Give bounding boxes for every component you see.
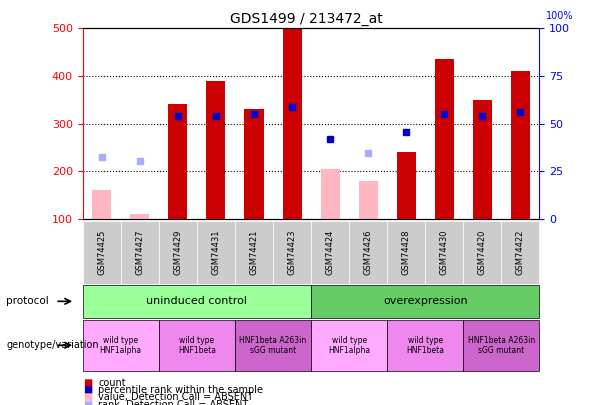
Bar xyxy=(473,100,492,219)
Bar xyxy=(207,81,226,219)
Text: ■: ■ xyxy=(83,378,92,388)
Bar xyxy=(169,104,188,219)
Bar xyxy=(321,169,340,219)
Bar xyxy=(93,190,112,219)
Bar xyxy=(245,109,264,219)
Text: 100%: 100% xyxy=(546,11,574,21)
Text: wild type
HNF1alpha: wild type HNF1alpha xyxy=(328,336,370,355)
Text: ■: ■ xyxy=(83,400,92,405)
Bar xyxy=(359,181,378,219)
Bar xyxy=(435,59,454,219)
Text: genotype/variation: genotype/variation xyxy=(6,340,99,350)
Text: protocol: protocol xyxy=(6,296,49,306)
Bar xyxy=(131,214,150,219)
Text: GSM74423: GSM74423 xyxy=(287,229,297,275)
Text: rank, Detection Call = ABSENT: rank, Detection Call = ABSENT xyxy=(98,400,248,405)
Text: GSM74431: GSM74431 xyxy=(211,229,221,275)
Text: GSM74424: GSM74424 xyxy=(326,229,335,275)
Text: wild type
HNF1alpha: wild type HNF1alpha xyxy=(100,336,142,355)
Text: percentile rank within the sample: percentile rank within the sample xyxy=(98,385,263,395)
Text: uninduced control: uninduced control xyxy=(147,296,248,306)
Text: GSM74422: GSM74422 xyxy=(516,229,525,275)
Text: GSM74428: GSM74428 xyxy=(402,229,411,275)
Text: wild type
HNF1beta: wild type HNF1beta xyxy=(178,336,216,355)
Text: GSM74426: GSM74426 xyxy=(364,229,373,275)
Text: HNF1beta A263in
sGG mutant: HNF1beta A263in sGG mutant xyxy=(240,336,306,355)
Text: wild type
HNF1beta: wild type HNF1beta xyxy=(406,336,444,355)
Text: value, Detection Call = ABSENT: value, Detection Call = ABSENT xyxy=(98,392,253,402)
Text: overexpression: overexpression xyxy=(383,296,468,306)
Text: HNF1beta A263in
sGG mutant: HNF1beta A263in sGG mutant xyxy=(468,336,535,355)
Text: ■: ■ xyxy=(83,385,92,395)
Bar xyxy=(321,169,340,219)
Bar xyxy=(397,152,416,219)
Bar xyxy=(283,28,302,219)
Bar xyxy=(511,71,530,219)
Text: GSM74429: GSM74429 xyxy=(173,229,183,275)
Text: GSM74420: GSM74420 xyxy=(478,229,487,275)
Text: GSM74425: GSM74425 xyxy=(97,229,106,275)
Text: count: count xyxy=(98,378,126,388)
Text: GSM74421: GSM74421 xyxy=(249,229,259,275)
Text: ■: ■ xyxy=(83,392,92,402)
Text: GSM74427: GSM74427 xyxy=(135,229,144,275)
Text: GDS1499 / 213472_at: GDS1499 / 213472_at xyxy=(230,12,383,26)
Text: GSM74430: GSM74430 xyxy=(440,229,449,275)
